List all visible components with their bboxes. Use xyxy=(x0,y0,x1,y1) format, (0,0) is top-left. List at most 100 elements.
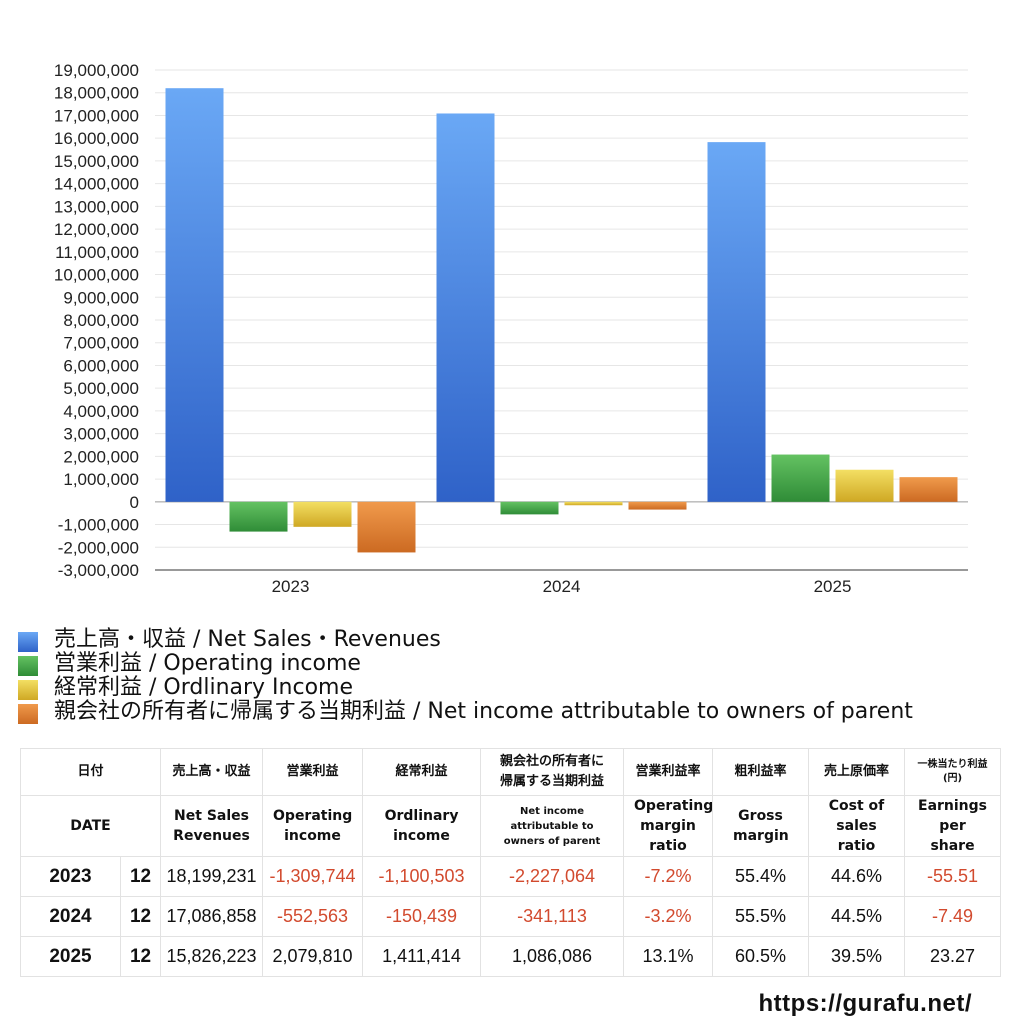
y-tick-label: -1,000,000 xyxy=(58,516,139,535)
bar xyxy=(165,88,224,502)
financial-table: 日付 売上高・収益 営業利益 経常利益 親会社の所有者に帰属する当期利益 営業利… xyxy=(19,748,1002,977)
y-tick-label: 17,000,000 xyxy=(54,106,139,125)
table-header-cell: 営業利益率 xyxy=(623,748,714,796)
cost-ratio-cell: 39.5% xyxy=(808,936,906,977)
table-header-cell: 経常利益 xyxy=(362,748,482,796)
table-header-cell: Net Sales Revenues xyxy=(160,795,264,857)
y-tick-label: 14,000,000 xyxy=(54,175,139,194)
legend-swatch-ordinary-income xyxy=(18,680,38,700)
table-header-cell: Ordlinary income xyxy=(362,795,482,857)
table-header-cell: 粗利益率 xyxy=(712,748,810,796)
table-header-en: DATE Net Sales Revenues Operating income… xyxy=(19,795,1002,857)
y-tick-label: 9,000,000 xyxy=(63,288,139,307)
bar xyxy=(436,113,495,502)
y-tick-label: 2,000,000 xyxy=(63,447,139,466)
x-tick-label: 2023 xyxy=(272,577,310,596)
legend: 売上高・収益 / Net Sales・Revenues 営業利益 / Opera… xyxy=(18,628,1018,724)
eps-cell: -55.51 xyxy=(904,856,1002,897)
gross-margin-cell: 55.5% xyxy=(712,896,810,937)
y-tick-label: 0 xyxy=(130,493,139,512)
y-tick-label: -3,000,000 xyxy=(58,561,139,580)
month-cell: 12 xyxy=(119,856,162,897)
ordinary-income-cell: -150,439 xyxy=(362,896,482,937)
y-tick-label: 6,000,000 xyxy=(63,356,139,375)
eps-cell: -7.49 xyxy=(904,896,1002,937)
bar xyxy=(771,454,830,502)
bar xyxy=(357,501,416,553)
year-cell: 2023 xyxy=(20,856,121,897)
y-tick-label: 8,000,000 xyxy=(63,311,139,330)
axes: -3,000,000 -2,000,000 -1,000,000 0 1,000,000… xyxy=(54,61,968,596)
sales-cell: 15,826,223 xyxy=(160,936,264,977)
net-income-cell: -2,227,064 xyxy=(480,856,625,897)
table-header-cell: 親会社の所有者に帰属する当期利益 xyxy=(480,748,625,796)
bar xyxy=(707,142,766,502)
bar xyxy=(293,501,352,527)
legend-label: 経常利益 / Ordlinary Income xyxy=(54,675,353,700)
table-header-cell: Earnings per share xyxy=(904,795,1002,857)
month-cell: 12 xyxy=(119,896,162,937)
bar-chart: -3,000,000 -2,000,000 -1,000,000 0 1,000,000… xyxy=(54,61,968,596)
legend-item-net-income[interactable]: 親会社の所有者に帰属する当期利益 / Net income attributab… xyxy=(18,700,1018,724)
net-income-cell: -341,113 xyxy=(480,896,625,937)
net-income-cell: 1,086,086 xyxy=(480,936,625,977)
y-tick-label: 5,000,000 xyxy=(63,379,139,398)
y-tick-label: -2,000,000 xyxy=(58,538,139,557)
y-tick-label: 13,000,000 xyxy=(54,197,139,216)
table-header-cell: Operating income xyxy=(262,795,364,857)
table-header-cell: 営業利益 xyxy=(262,748,364,796)
year-cell: 2024 xyxy=(20,896,121,937)
y-tick-label: 12,000,000 xyxy=(54,220,139,239)
site-url[interactable]: https://gurafu.net/ xyxy=(758,990,972,1017)
legend-label: 売上高・収益 / Net Sales・Revenues xyxy=(54,627,441,652)
y-tick-label: 7,000,000 xyxy=(63,334,139,353)
gross-margin-cell: 60.5% xyxy=(712,936,810,977)
gross-margin-cell: 55.4% xyxy=(712,856,810,897)
legend-swatch-sales xyxy=(18,632,38,652)
table-row: 2024 12 17,086,858 -552,563 -150,439 -34… xyxy=(20,896,1002,937)
legend-item-ordinary-income[interactable]: 経常利益 / Ordlinary Income xyxy=(18,676,1018,700)
bar xyxy=(564,501,623,506)
bars xyxy=(165,88,958,553)
y-tick-label: 10,000,000 xyxy=(54,266,139,285)
month-cell: 12 xyxy=(119,936,162,977)
operating-income-cell: -1,309,744 xyxy=(262,856,364,897)
legend-item-operating-income[interactable]: 営業利益 / Operating income xyxy=(18,652,1018,676)
table-header-cell: Operating margin ratio xyxy=(623,795,714,857)
y-tick-label: 16,000,000 xyxy=(54,129,139,148)
eps-cell: 23.27 xyxy=(904,936,1002,977)
table-header-cell: Net income attributable to owners of par… xyxy=(480,795,625,857)
table-row: 2025 12 15,826,223 2,079,810 1,411,414 1… xyxy=(20,936,1002,977)
operating-margin-cell: -3.2% xyxy=(623,896,714,937)
legend-label: 親会社の所有者に帰属する当期利益 / Net income attributab… xyxy=(54,699,913,724)
operating-income-cell: 2,079,810 xyxy=(262,936,364,977)
x-tick-label: 2024 xyxy=(543,577,581,596)
bar xyxy=(500,501,559,515)
y-tick-label: 1,000,000 xyxy=(63,470,139,489)
operating-income-cell: -552,563 xyxy=(262,896,364,937)
year-cell: 2025 xyxy=(20,936,121,977)
sales-cell: 17,086,858 xyxy=(160,896,264,937)
legend-item-sales[interactable]: 売上高・収益 / Net Sales・Revenues xyxy=(18,628,1018,652)
sales-cell: 18,199,231 xyxy=(160,856,264,897)
table-header-cell: Gross margin xyxy=(712,795,810,857)
table-header-cell: Cost of sales ratio xyxy=(808,795,906,857)
table-header-cell: 売上高・収益 xyxy=(160,748,264,796)
table-header-cell: DATE xyxy=(19,795,162,857)
y-tick-label: 4,000,000 xyxy=(63,402,139,421)
cost-ratio-cell: 44.6% xyxy=(808,856,906,897)
operating-margin-cell: -7.2% xyxy=(623,856,714,897)
ordinary-income-cell: -1,100,503 xyxy=(362,856,482,897)
legend-label: 営業利益 / Operating income xyxy=(54,651,361,676)
bar xyxy=(229,501,288,532)
table-header-cell: 日付 xyxy=(19,748,162,796)
table-header-cell: 一株当たり利益(円) xyxy=(904,748,1002,796)
table-header-jp: 日付 売上高・収益 営業利益 経常利益 親会社の所有者に帰属する当期利益 営業利… xyxy=(19,748,1002,796)
bar xyxy=(899,477,958,502)
operating-margin-cell: 13.1% xyxy=(623,936,714,977)
grid-lines xyxy=(155,69,968,571)
y-tick-label: 18,000,000 xyxy=(54,84,139,103)
table-row: 2023 12 18,199,231 -1,309,744 -1,100,503… xyxy=(20,856,1002,897)
table-header-cell: 売上原価率 xyxy=(808,748,906,796)
y-tick-label: 19,000,000 xyxy=(54,61,139,80)
